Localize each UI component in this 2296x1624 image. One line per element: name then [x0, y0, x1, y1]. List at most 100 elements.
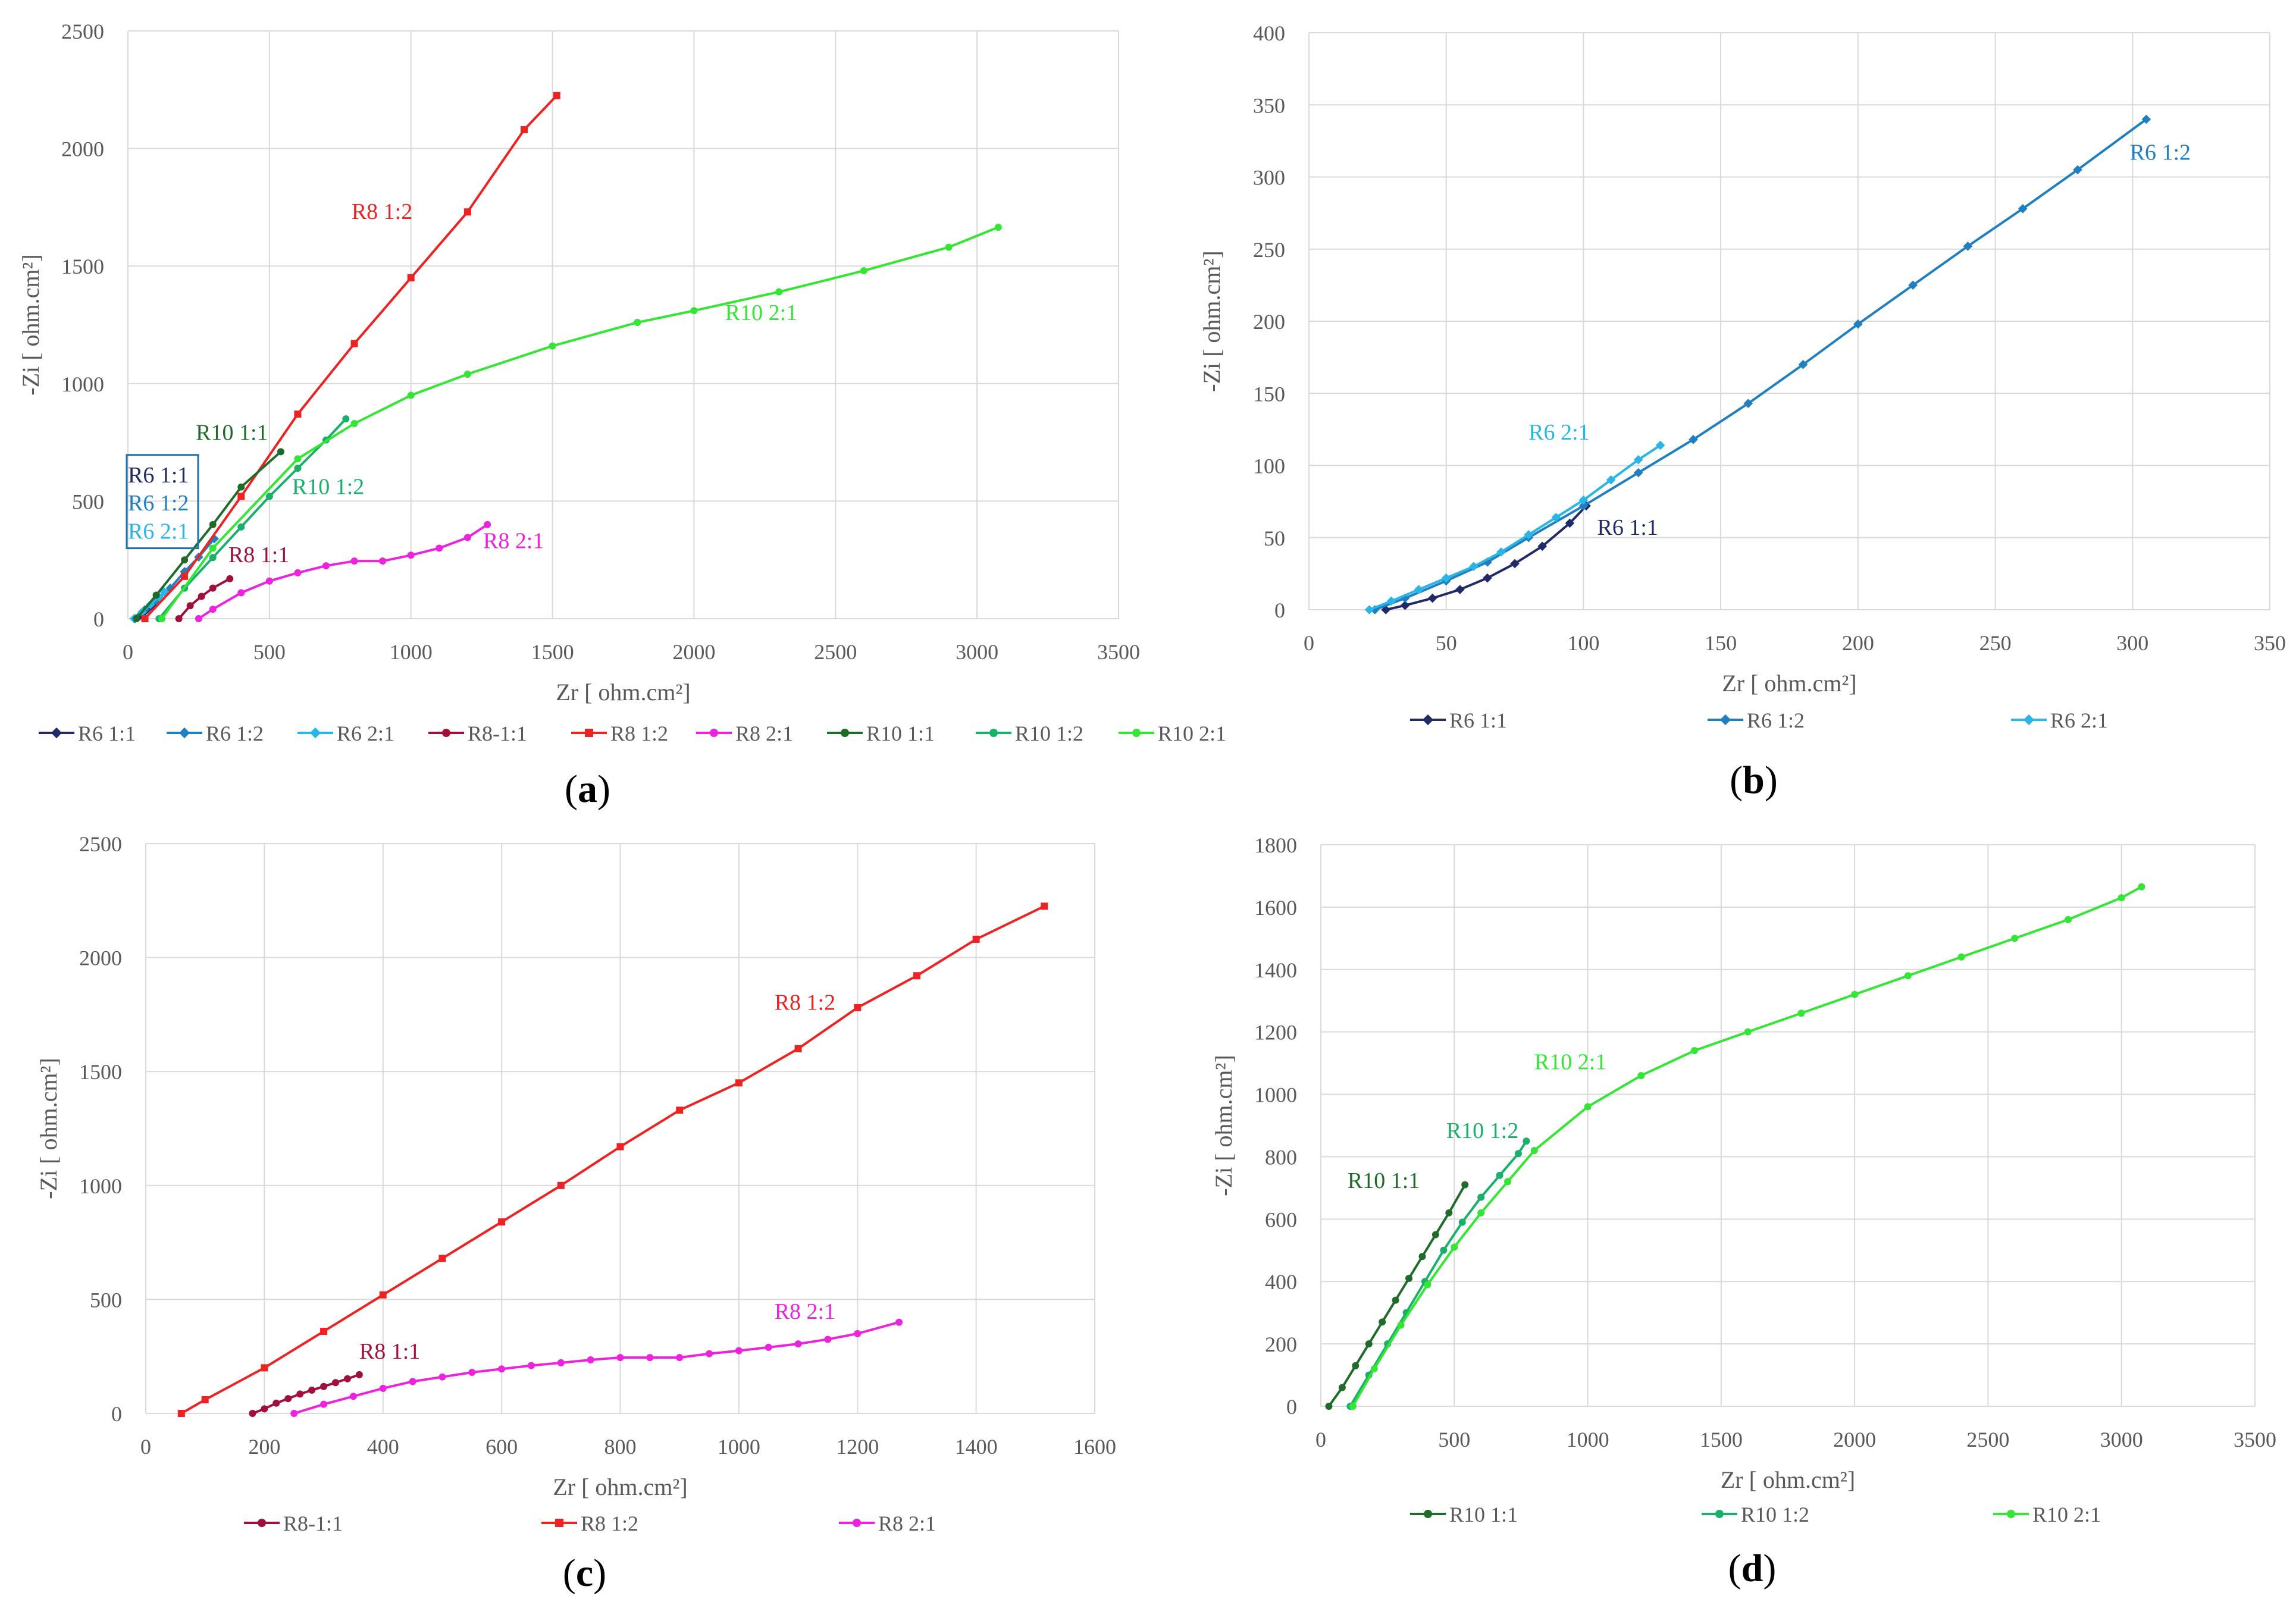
series-annotation: R8 1:1: [228, 543, 289, 568]
x-tick-label: 2000: [1833, 1428, 1876, 1451]
legend-item: R8 2:1: [696, 722, 793, 745]
legend-marker: [442, 729, 450, 737]
series-annotation: R10 1:2: [292, 475, 364, 500]
chart-panel-4: 0 500 1000 1500 2000 2500 3000 3500 0 200 400 600 80…: [1210, 833, 2276, 1590]
legend-item: R10 1:1: [1410, 1503, 1518, 1526]
y-tick-label: 0: [1274, 598, 1285, 622]
series-R6-2-1: [1364, 440, 1665, 615]
data-point: [972, 935, 980, 943]
y-tick-label: 600: [1265, 1208, 1297, 1231]
data-point: [181, 572, 189, 580]
data-point: [407, 391, 415, 399]
data-point: [308, 1386, 316, 1394]
data-point: [1853, 319, 1863, 329]
legend-item: R8 1:2: [571, 722, 668, 745]
data-point: [2118, 894, 2125, 902]
data-point: [860, 267, 867, 275]
data-point: [198, 592, 205, 600]
legend-label: R6 1:2: [1747, 708, 1805, 732]
data-point: [765, 1343, 772, 1351]
x-tick-label: 1000: [1567, 1428, 1609, 1451]
y-tick-label: 1200: [1254, 1021, 1297, 1045]
x-axis-title: Zr [ ohm.cm²]: [1721, 1466, 1855, 1493]
x-tick-label: 150: [1705, 631, 1737, 655]
label-box: [126, 454, 199, 550]
data-point: [249, 1410, 256, 1417]
series-R8-1-2: [141, 92, 560, 622]
panel-label: (c): [563, 1551, 606, 1595]
gridlines: [1308, 32, 2270, 610]
legend-label: R8-1:1: [283, 1512, 343, 1535]
data-point: [379, 1384, 387, 1392]
legend-label: R6 1:1: [1449, 708, 1507, 732]
data-point: [676, 1354, 684, 1362]
series-line: [1368, 444, 1661, 611]
data-point: [1041, 902, 1048, 910]
series-line: [180, 905, 1045, 1415]
data-point: [557, 1181, 565, 1189]
data-point: [322, 562, 330, 570]
legend-marker: [1719, 714, 1731, 726]
y-tick-label: 200: [1253, 310, 1285, 334]
chart-panel-3: 0 200 400 600 800 1000 1200 1400 1600 0 500 1000 150…: [35, 832, 1116, 1595]
data-point: [1691, 1047, 1698, 1055]
panel-label: (a): [565, 767, 610, 811]
y-tick-label: 2000: [61, 137, 104, 161]
data-point: [1469, 562, 1479, 572]
data-point: [1441, 573, 1451, 583]
y-tick-label: 0: [1286, 1395, 1297, 1419]
data-point: [1606, 475, 1616, 485]
legend: R6 1:1 R6 1:2 R6 2:1 R8-1:1 R8 1:2 R8 2:1 R10 …: [39, 722, 1226, 745]
y-tick-label: 100: [1253, 454, 1285, 478]
data-point: [379, 1291, 387, 1299]
legend-marker: [585, 729, 593, 737]
data-point: [294, 465, 302, 472]
data-point: [468, 1369, 476, 1377]
data-point: [1530, 1146, 1538, 1154]
data-point: [1461, 1181, 1469, 1189]
data-point: [1440, 1246, 1448, 1254]
data-point: [1514, 1150, 1522, 1158]
legend: R10 1:1 R10 1:2 R10 2:1: [1410, 1503, 2101, 1526]
data-point: [1798, 359, 1808, 369]
data-point: [1689, 435, 1698, 444]
data-point: [1418, 1253, 1426, 1261]
data-point: [2065, 916, 2072, 923]
y-tick-label: 1000: [79, 1174, 122, 1198]
x-tick-label: 250: [1979, 631, 2012, 655]
data-point: [409, 1378, 416, 1385]
series-annotation: R10 2:1: [1534, 1050, 1606, 1075]
data-point: [484, 521, 491, 528]
y-tick-label: 1500: [79, 1060, 122, 1084]
x-tick-label: 1000: [718, 1435, 760, 1459]
data-point: [265, 493, 273, 500]
data-point: [1445, 1209, 1453, 1217]
legend-item: R10 1:2: [976, 722, 1083, 745]
gridlines: [127, 30, 1119, 619]
data-point: [438, 1373, 446, 1381]
series-R10-1-1: [1325, 1181, 1469, 1410]
data-point: [994, 223, 1002, 231]
data-point: [1370, 1365, 1378, 1373]
data-point: [1551, 513, 1561, 522]
legend-label: R8 2:1: [878, 1512, 936, 1535]
data-point: [175, 615, 183, 622]
x-tick-label: 300: [2116, 631, 2148, 655]
panel-label: (b): [1730, 758, 1778, 802]
data-point: [1381, 605, 1390, 615]
legend-item: R10 1:2: [1702, 1503, 1809, 1526]
x-tick-label: 1600: [1073, 1435, 1116, 1459]
series-R8-2-1: [195, 521, 491, 622]
data-point: [296, 1390, 304, 1398]
legend-label: R10 1:1: [1449, 1503, 1518, 1526]
series-R8-2-1: [290, 1318, 903, 1417]
data-point: [854, 1330, 862, 1337]
data-point: [209, 534, 219, 544]
data-point: [498, 1218, 506, 1226]
data-point: [527, 1362, 535, 1369]
data-point: [209, 554, 217, 562]
data-point: [498, 1365, 506, 1373]
data-point: [158, 615, 166, 622]
data-point: [195, 615, 202, 622]
